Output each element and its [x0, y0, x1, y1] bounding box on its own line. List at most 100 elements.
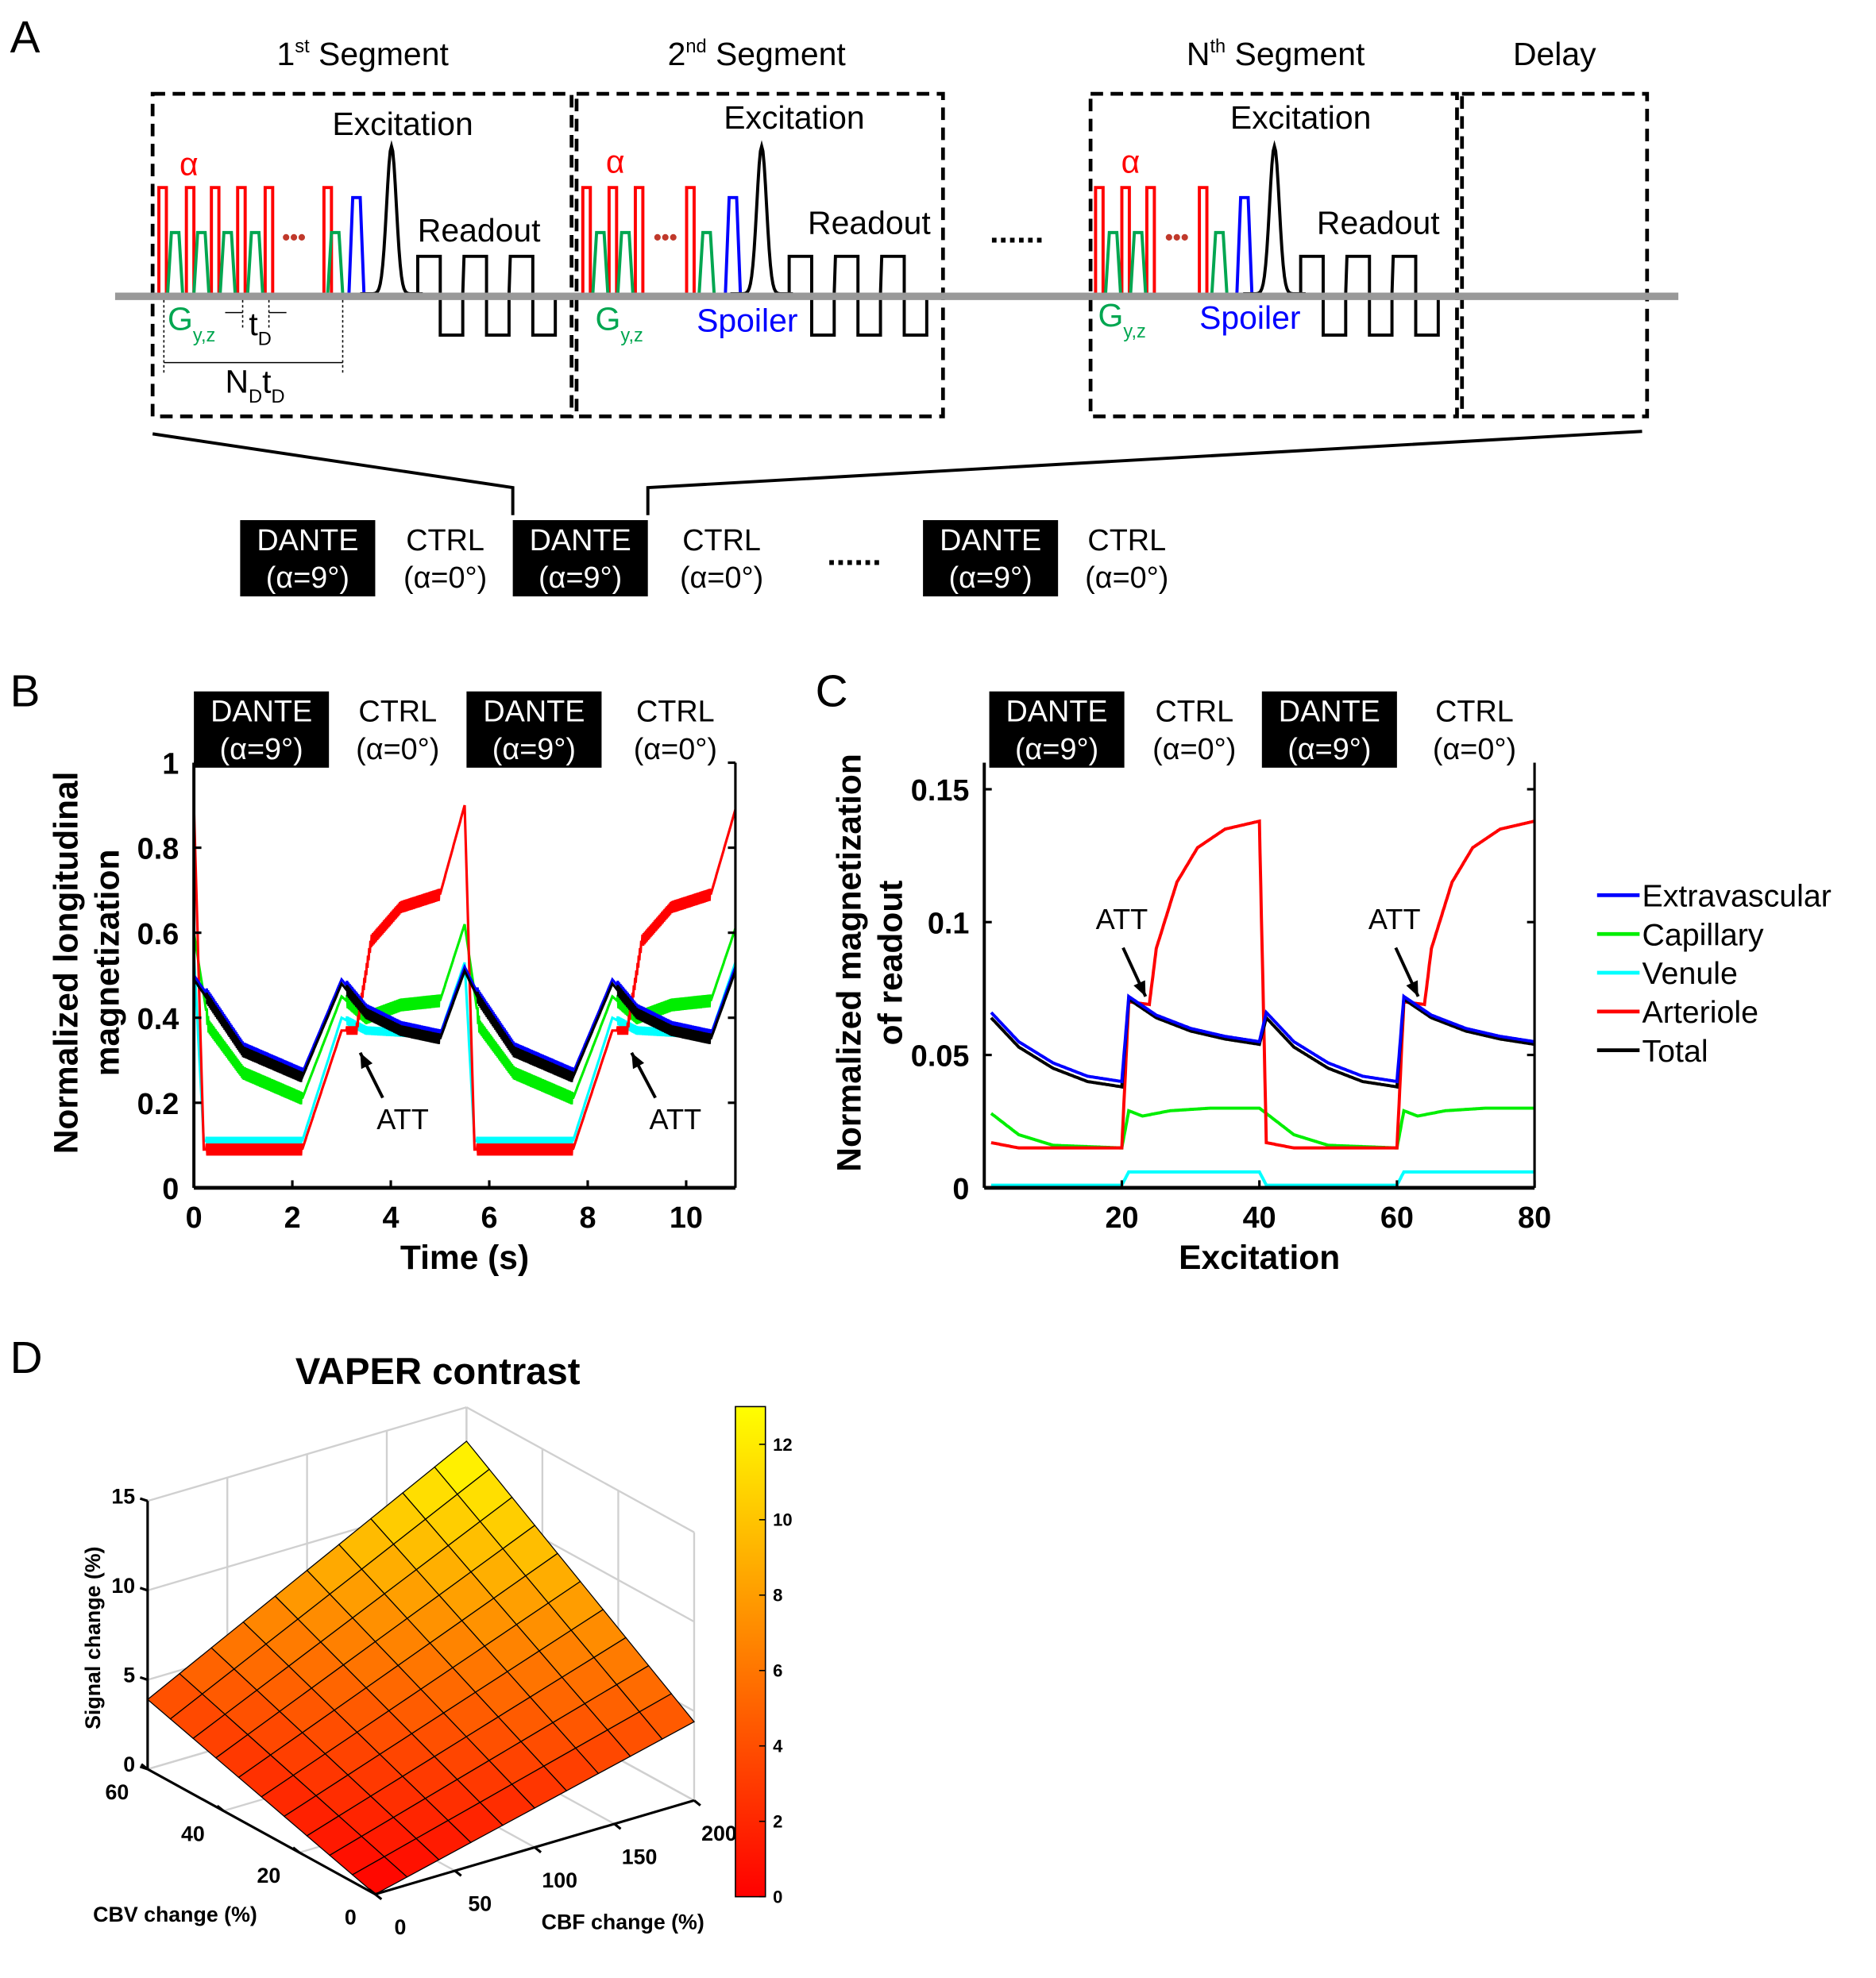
y-axis-label: magnetization — [90, 850, 127, 1077]
cbv-tick-mark — [368, 1887, 376, 1895]
legend-label: Capillary — [1642, 917, 1763, 952]
cbv-tick-label: 0 — [345, 1905, 357, 1929]
y-tick-label: 0 — [952, 1173, 969, 1206]
block-dante-name: DANTE — [257, 524, 358, 557]
gradient-label-1: Gy,z — [168, 301, 215, 346]
segment-1-title: 1st Segment — [277, 36, 450, 72]
cbf-tick-mark — [454, 1869, 462, 1877]
sequence-block-ctrl: CTRL (α=0°) — [680, 524, 763, 595]
phase-block-background — [1261, 691, 1397, 768]
gradient-lobe — [218, 230, 237, 295]
phase-block-background — [194, 691, 330, 768]
y-tick-label: 0 — [162, 1173, 179, 1206]
block-dante-angle: (α=9°) — [266, 561, 349, 595]
gradient-lobe — [1210, 230, 1229, 295]
delay-title: Delay — [1513, 36, 1596, 72]
att-arrowhead — [1133, 980, 1146, 997]
gradient-lobe — [245, 230, 264, 295]
cbf-tick-label: 0 — [394, 1915, 406, 1939]
block-dante-name: DANTE — [940, 524, 1041, 557]
phase-block-name: CTRL — [358, 696, 437, 729]
phase-block-name: DANTE — [1279, 696, 1380, 729]
att-arrowhead — [1406, 980, 1419, 997]
series-line-arteriole — [192, 804, 737, 1156]
legend-label: Venule — [1642, 956, 1737, 991]
phase-block-angle: (α=9°) — [1015, 733, 1098, 766]
segment-2-title: 2nd Segment — [668, 36, 847, 72]
cbf-tick-label: 200 — [701, 1822, 737, 1845]
blocks-ellipsis: ...... — [827, 536, 881, 573]
phase-block-dante: DANTE (α=9°) — [1261, 691, 1397, 768]
phase-block-background — [466, 691, 602, 768]
phase-block-angle: (α=0°) — [634, 733, 717, 766]
block-ctrl-name: CTRL — [1087, 524, 1166, 557]
y-tick-label: 0.8 — [137, 833, 179, 866]
colorbar: 0 2 4 6 8 10 12 — [735, 1405, 793, 1907]
phase-block-name: CTRL — [1435, 696, 1514, 729]
cbv-tick-mark — [216, 1805, 225, 1812]
cbv-tick-mark — [292, 1846, 300, 1854]
block-dante-background — [240, 520, 376, 597]
colorbar-gradient — [735, 1405, 766, 1898]
phase-block-angle: (α=9°) — [1287, 733, 1371, 766]
block-ctrl-angle: (α=0°) — [680, 561, 763, 595]
readout-label-1: Readout — [418, 212, 541, 249]
phase-block-dante: DANTE (α=9°) — [466, 691, 602, 768]
y-axis-label: Normalized magnetization — [831, 754, 868, 1172]
block-dante-name: DANTE — [530, 524, 631, 557]
pulse-train-dots: ••• — [282, 226, 306, 251]
legend-label: Extravascular — [1642, 879, 1831, 914]
cbf-tick-mark — [693, 1799, 701, 1806]
phase-block-name: DANTE — [1006, 696, 1108, 729]
y-axis-label: of readout — [872, 881, 909, 1046]
z-tick-mark — [139, 1587, 149, 1592]
x-tick-label: 60 — [1380, 1201, 1414, 1235]
cbv-tick-label: 20 — [257, 1864, 281, 1887]
block-ctrl-angle: (α=0°) — [403, 561, 487, 595]
dante-rf-pulse — [1198, 186, 1209, 295]
dante-rf-pulse — [210, 186, 221, 295]
y-tick-label: 0.1 — [928, 907, 970, 940]
y-tick-label: 0.6 — [137, 918, 179, 951]
phase-block-angle: (α=9°) — [492, 733, 576, 766]
legend-item-venule: Venule — [1596, 956, 1738, 991]
connector-right — [646, 430, 1642, 515]
series-line-extravascular — [990, 993, 1535, 1084]
series-line-venule — [990, 1170, 1535, 1187]
surface-cell — [639, 1693, 695, 1740]
series-line-arteriole — [990, 819, 1535, 1150]
y-tick-label: 0.15 — [911, 774, 970, 808]
readout-label-2: Readout — [808, 204, 931, 241]
series-line-capillary — [990, 1106, 1535, 1150]
phase-block-name: DANTE — [483, 696, 585, 729]
x-tick-label: 8 — [579, 1201, 596, 1235]
legend-label: Arteriole — [1642, 995, 1758, 1030]
colorbar-tick-label: 4 — [773, 1737, 783, 1756]
dante-rf-pulse — [1094, 186, 1105, 295]
cbv-tick-label: 60 — [105, 1780, 129, 1804]
dante-rf-pulse — [633, 186, 645, 295]
z-tick-label: 5 — [123, 1664, 135, 1687]
z-tick-label: 15 — [111, 1484, 135, 1508]
block-dante-background — [512, 520, 648, 597]
gradient-label-n: Gy,z — [1098, 297, 1146, 342]
pulse-train-dots: ••• — [654, 226, 677, 251]
x-tick-label: 2 — [284, 1201, 301, 1235]
gradient-lobe — [166, 230, 184, 295]
y-axis-label: Normalized longitudinal — [48, 772, 86, 1155]
gradient-lobe — [326, 230, 345, 295]
alpha-label-n: α — [1121, 143, 1141, 179]
legend-item-extravascular: Extravascular — [1596, 879, 1832, 914]
spoiler-gradient — [1235, 195, 1254, 295]
att-annotation-label: ATT — [376, 1103, 429, 1136]
y-tick-label: 0.2 — [137, 1088, 179, 1121]
phase-block-name: DANTE — [210, 696, 312, 729]
sequence-block-dante: DANTE (α=9°) — [240, 520, 376, 597]
att-annotation-label: ATT — [1096, 903, 1148, 935]
x-axis-label: Time (s) — [400, 1240, 529, 1277]
att-annotation-label: ATT — [649, 1103, 701, 1136]
dante-rf-pulse — [1145, 186, 1156, 295]
cbv-axis — [147, 1768, 376, 1895]
gradient-lobe — [591, 230, 610, 295]
dante-rf-pulse — [157, 186, 168, 295]
